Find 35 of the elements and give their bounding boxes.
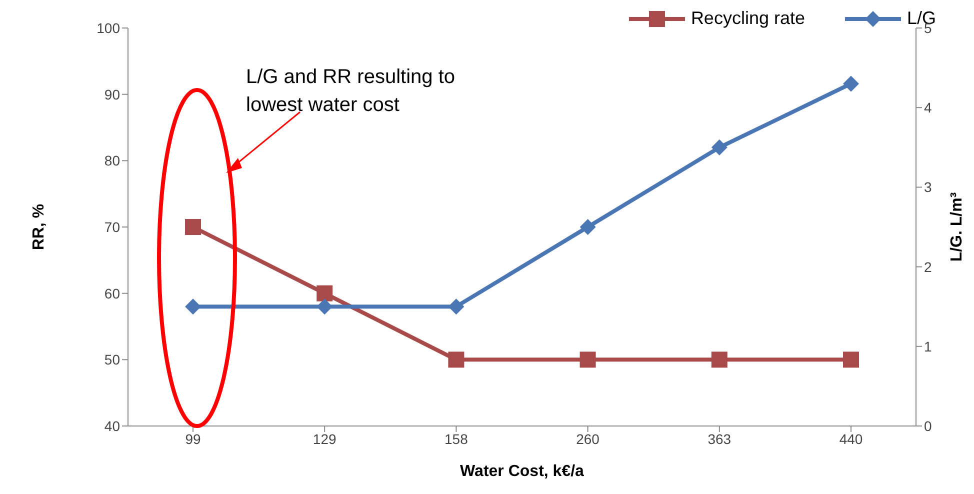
x-tick-label: 158: [444, 430, 468, 447]
annotation: L/G and RR resulting to lowest water cost: [246, 65, 456, 118]
y-tick-label: 80: [104, 152, 120, 169]
x-tick-label: 440: [839, 430, 863, 447]
x-tick-label: 363: [708, 430, 732, 447]
x-tick-label: 260: [576, 430, 600, 447]
y2-tick-label: 1: [924, 338, 932, 354]
point: [843, 352, 859, 368]
point: [580, 352, 596, 368]
point: [316, 285, 333, 302]
y2-axis-title: L/G. L/m³: [948, 192, 966, 262]
legend-label: Recycling rate: [690, 8, 805, 29]
y-tick-label: 60: [104, 285, 120, 302]
point: [316, 298, 333, 315]
y-tick-label: 40: [104, 418, 120, 434]
point: [843, 76, 859, 92]
point: [580, 219, 596, 235]
y-tick-label: 50: [104, 352, 120, 368]
x-axis-title: Water Cost, k€/a: [460, 463, 584, 480]
point: [711, 139, 728, 156]
y2-tick-label: 4: [924, 100, 932, 116]
point: [185, 219, 201, 235]
point: [448, 298, 464, 315]
point: [185, 298, 201, 315]
y-tick-label: 90: [104, 86, 120, 102]
y-tick-label: 100: [96, 20, 120, 36]
y2-tick-label: 0: [924, 418, 932, 434]
y2-tick-label: 3: [924, 179, 932, 196]
y-tick-label: 70: [104, 218, 120, 235]
x-tick-label: 129: [312, 430, 336, 447]
point: [711, 352, 728, 368]
x-tick-label: 99: [185, 430, 201, 447]
point: [448, 352, 464, 368]
y-axis-title: RR, %: [30, 204, 48, 250]
y2-tick-label: 2: [924, 258, 932, 275]
